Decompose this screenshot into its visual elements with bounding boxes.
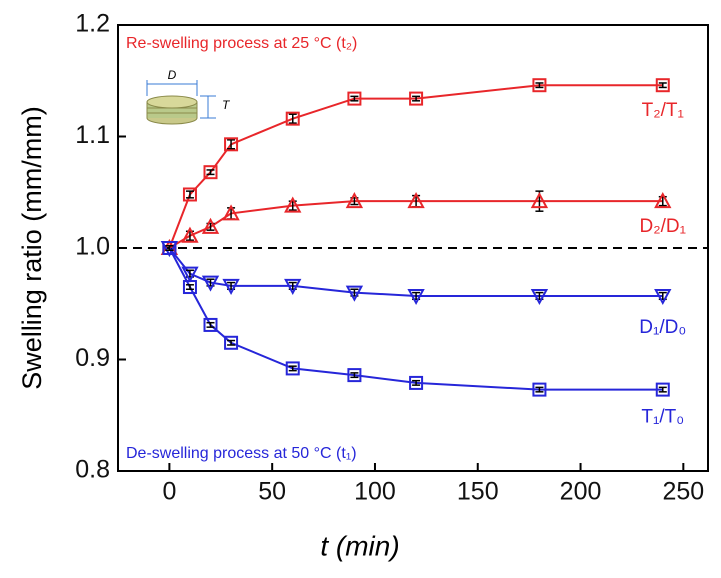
y-tick-label: 1.0	[75, 233, 110, 261]
x-tick-label: 100	[354, 478, 396, 506]
marker	[222, 204, 240, 221]
inset: D T	[146, 68, 231, 125]
marker	[201, 217, 220, 234]
marker	[409, 91, 424, 106]
marker	[182, 280, 197, 295]
marker	[655, 382, 670, 397]
y-tick-label: 0.9	[75, 344, 110, 372]
marker	[285, 361, 300, 376]
marker	[181, 266, 199, 283]
marker	[654, 288, 672, 306]
marker	[203, 165, 218, 180]
series-line	[168, 247, 663, 391]
x-tick-label: 150	[457, 478, 499, 506]
marker	[224, 335, 239, 350]
marker	[655, 78, 670, 93]
y-tick-label: 1.2	[75, 10, 110, 38]
x-axis-label: t (min)	[320, 530, 399, 561]
x-tick-label: 0	[162, 478, 176, 506]
inset-shape	[146, 95, 198, 109]
marker	[284, 196, 302, 213]
marker	[203, 317, 218, 332]
marker	[284, 278, 302, 296]
marker	[224, 137, 239, 152]
marker	[162, 241, 177, 255]
marker	[201, 275, 220, 292]
series-line	[168, 200, 663, 249]
marker	[530, 192, 549, 209]
marker	[532, 78, 547, 93]
marker	[407, 288, 425, 306]
y-tick-label: 1.1	[75, 121, 110, 149]
marker	[530, 288, 549, 306]
y-tick-label: 0.8	[75, 456, 110, 484]
series-label: T₂/T₁	[642, 100, 684, 121]
marker	[347, 91, 362, 106]
x-tick-label: 200	[560, 478, 602, 506]
marker	[285, 111, 300, 126]
marker	[407, 192, 425, 209]
marker	[222, 278, 240, 296]
inset-label: T	[222, 98, 231, 112]
marker	[345, 192, 364, 209]
inset-label: D	[168, 68, 177, 82]
series-line	[168, 247, 663, 297]
series-label: D₁/D₀	[639, 317, 686, 338]
series-label: D₂/D₁	[640, 216, 687, 237]
marker	[182, 187, 197, 202]
annotation: De-swelling process at 50 °C (t₁)	[126, 445, 357, 462]
marker	[345, 285, 364, 302]
annotation: Re-swelling process at 25 °C (t₂)	[126, 35, 357, 52]
marker	[532, 382, 547, 397]
y-axis-label: Swelling ratio (mm/mm)	[17, 106, 47, 390]
x-tick-label: 250	[662, 478, 704, 506]
marker	[409, 375, 424, 390]
marker	[654, 192, 672, 209]
x-tick-label: 50	[258, 478, 286, 506]
series-label: T₁/T₀	[641, 407, 684, 428]
marker	[347, 368, 362, 383]
series-line	[168, 84, 663, 249]
marker	[181, 226, 199, 243]
